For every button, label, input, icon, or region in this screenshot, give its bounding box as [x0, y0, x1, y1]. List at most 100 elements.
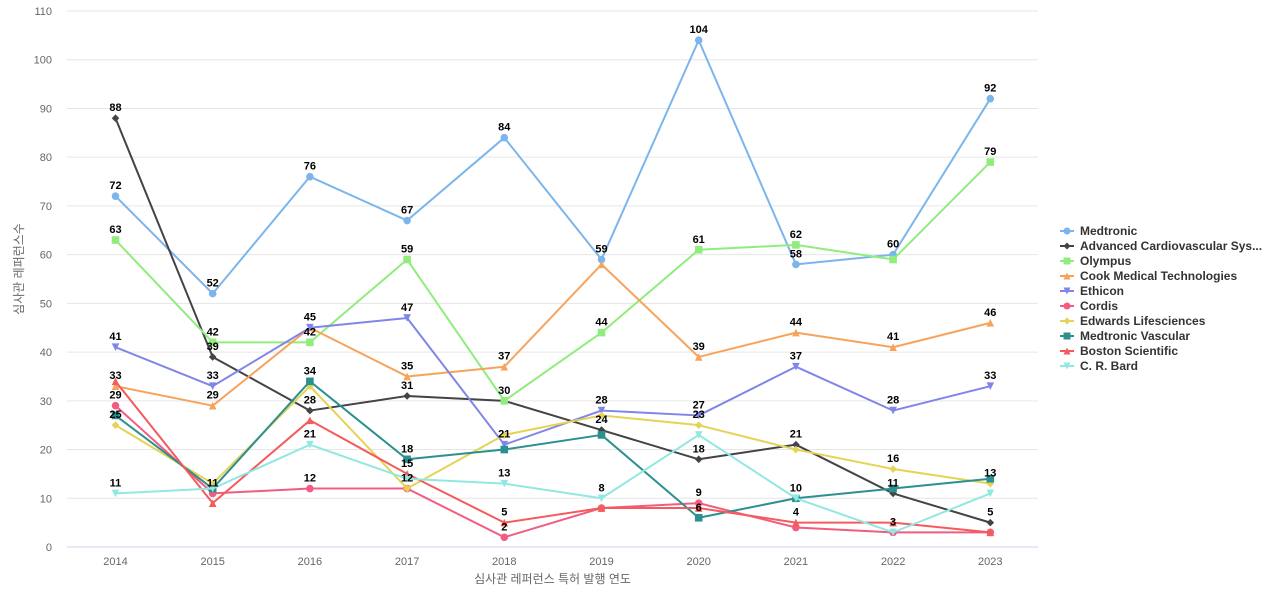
- legend-label: Ethicon: [1080, 284, 1124, 298]
- data-label: 44: [595, 317, 608, 329]
- data-point: [208, 382, 217, 390]
- legend-marker: [1063, 347, 1071, 355]
- series-line: [114, 380, 991, 519]
- data-point: [500, 479, 509, 488]
- data-point: [500, 533, 509, 542]
- data-labels: 8872634133292511524239332911764542342821…: [109, 24, 996, 533]
- data-point: [986, 158, 995, 166]
- data-point: [694, 455, 703, 464]
- legend-marker: [1063, 362, 1071, 370]
- x-tick-label: 2015: [200, 556, 224, 568]
- data-label: 45: [304, 312, 316, 324]
- data-point: [694, 36, 703, 45]
- legend-item[interactable]: Cordis: [1060, 299, 1118, 313]
- legend-item[interactable]: C. R. Bard: [1060, 359, 1138, 373]
- data-label: 8: [598, 482, 604, 494]
- data-label: 6: [696, 502, 702, 514]
- legend-item[interactable]: Medtronic Vascular: [1060, 329, 1190, 343]
- data-point: [403, 455, 411, 464]
- data-label: 58: [790, 248, 802, 260]
- data-point: [403, 392, 411, 400]
- data-point: [403, 474, 411, 483]
- data-point: [986, 518, 995, 527]
- data-label: 33: [207, 370, 219, 382]
- data-point: [111, 236, 120, 244]
- data-label: 21: [790, 429, 802, 441]
- legend-item[interactable]: Medtronic: [1060, 224, 1138, 238]
- data-point: [597, 406, 606, 415]
- data-point: [500, 362, 509, 371]
- data-label: 21: [304, 429, 316, 441]
- series-4: [111, 314, 995, 449]
- legend-marker: [1063, 302, 1071, 310]
- data-label: 52: [207, 278, 219, 290]
- y-tick-label: 70: [40, 201, 52, 213]
- data-point: [403, 314, 411, 322]
- data-label: 29: [207, 390, 219, 402]
- data-point: [889, 484, 897, 493]
- legend-label: Cordis: [1080, 299, 1118, 313]
- data-label: 11: [887, 477, 899, 489]
- series-line: [115, 316, 991, 446]
- data-point: [500, 440, 509, 449]
- series-lines: [111, 36, 995, 542]
- legend-marker: [1063, 242, 1071, 250]
- data-point: [889, 465, 897, 473]
- data-point: [111, 192, 120, 200]
- legend-marker: [1063, 317, 1071, 325]
- data-point: [792, 362, 800, 371]
- data-point: [792, 260, 800, 269]
- data-point: [208, 289, 217, 298]
- legend-label: Medtronic: [1080, 224, 1138, 238]
- data-point: [403, 255, 411, 264]
- y-tick-label: 10: [40, 493, 52, 505]
- data-point: [111, 114, 120, 122]
- data-label: 3: [890, 516, 896, 528]
- y-tick-label: 90: [40, 103, 52, 115]
- data-label: 29: [109, 390, 121, 402]
- data-point: [694, 245, 703, 254]
- data-label: 2: [501, 521, 507, 533]
- data-point: [403, 372, 411, 381]
- series-3: [111, 260, 995, 410]
- data-point: [597, 426, 606, 434]
- data-label: 5: [987, 507, 993, 519]
- data-label: 47: [401, 302, 413, 314]
- y-tick-label: 100: [34, 55, 52, 67]
- legend-item[interactable]: Olympus: [1060, 254, 1132, 268]
- data-label: 27: [693, 399, 705, 411]
- x-tick-label: 2022: [881, 556, 905, 568]
- data-label: 92: [984, 83, 996, 95]
- data-point: [792, 445, 800, 454]
- data-point: [111, 377, 120, 386]
- y-tick-label: 80: [40, 152, 52, 164]
- data-label: 46: [984, 307, 996, 319]
- data-point: [792, 494, 800, 503]
- data-point: [889, 406, 897, 415]
- data-point: [986, 528, 995, 537]
- data-point: [597, 328, 606, 337]
- series-line: [115, 433, 991, 534]
- data-point: [889, 255, 897, 264]
- data-label: 11: [110, 477, 122, 489]
- data-label: 25: [109, 409, 121, 421]
- data-label: 13: [498, 468, 510, 480]
- x-tick-label: 2017: [395, 556, 419, 568]
- x-tick-label: 2014: [103, 556, 127, 568]
- legend-item[interactable]: Ethicon: [1060, 284, 1124, 298]
- legend-item[interactable]: Advanced Cardiovascular Sys...: [1060, 239, 1262, 253]
- data-label: 33: [109, 370, 121, 382]
- legend-item[interactable]: Boston Scientific: [1060, 344, 1178, 358]
- legend-item[interactable]: Edwards Lifesciences: [1060, 314, 1206, 328]
- data-point: [208, 338, 217, 347]
- data-point: [500, 518, 509, 527]
- legend-item[interactable]: Cook Medical Technologies: [1060, 269, 1237, 283]
- data-point: [597, 494, 606, 503]
- data-point: [111, 401, 120, 410]
- x-tick-label: 2019: [589, 556, 613, 568]
- data-label: 30: [498, 385, 510, 397]
- data-point: [694, 421, 703, 429]
- data-label: 33: [984, 370, 996, 382]
